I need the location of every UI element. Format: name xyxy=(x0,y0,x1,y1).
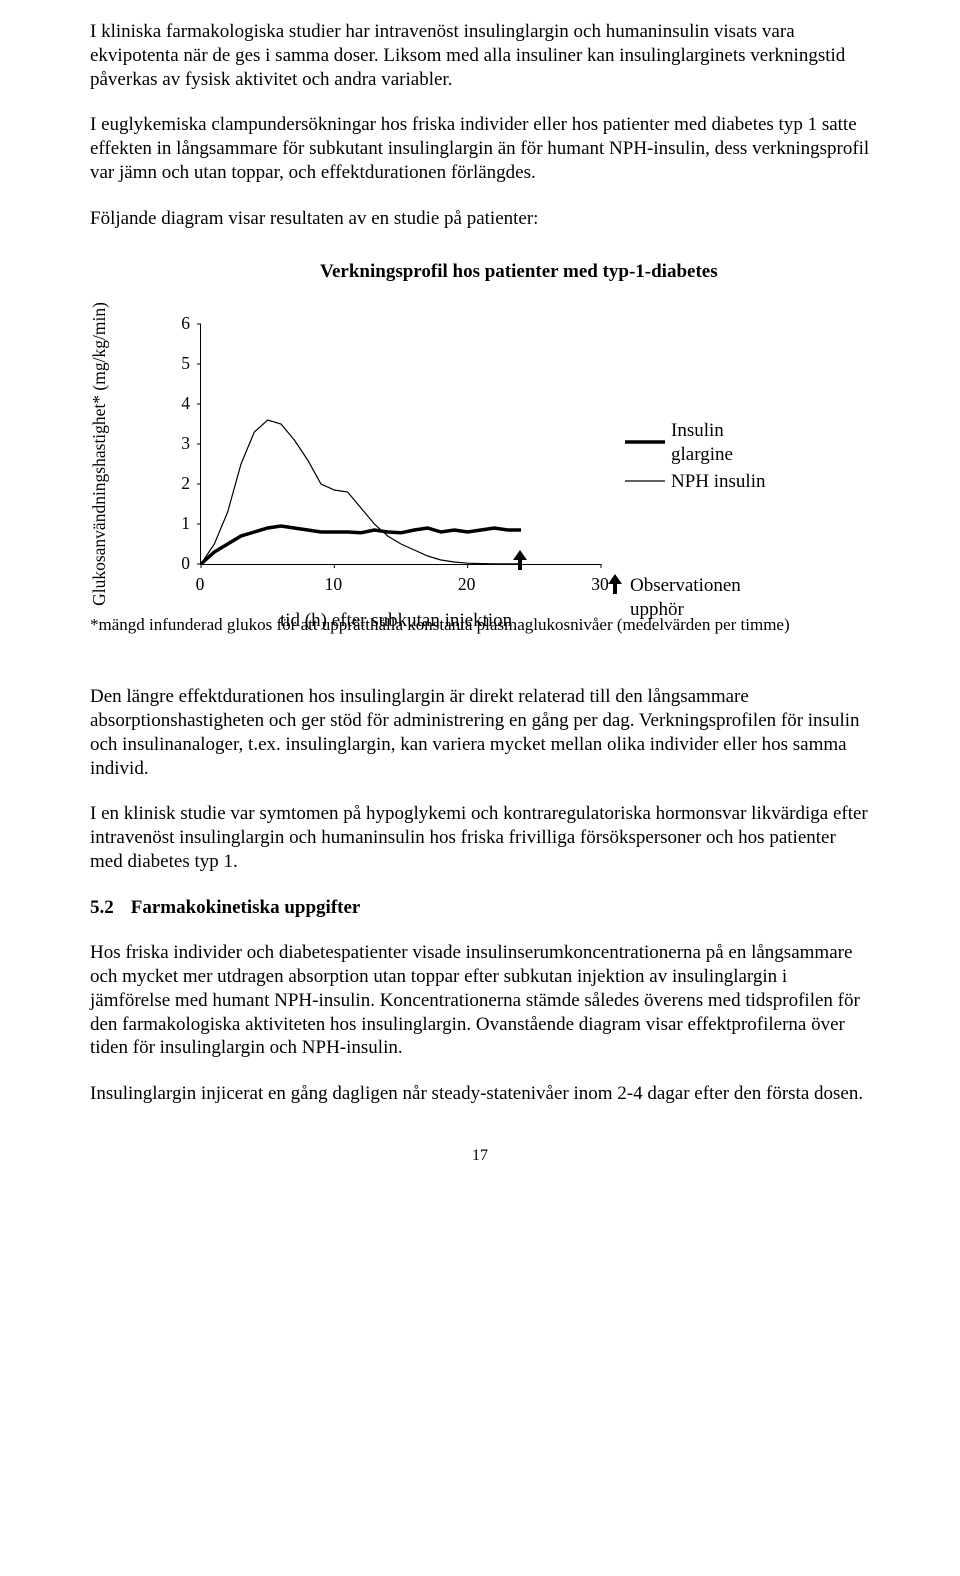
observation-label: Observationen upphör xyxy=(630,574,741,622)
legend-item-glargine: Insulin glargine xyxy=(625,419,790,467)
series-glargine xyxy=(201,526,521,564)
ytick-label: 6 xyxy=(160,313,190,335)
paragraph-7: Insulinglargin injicerat en gång daglige… xyxy=(90,1082,870,1106)
yaxis-label: Glukosanvändningshastighet* (mg/kg/min) xyxy=(89,302,111,606)
observation-arrow-icon xyxy=(513,550,527,587)
section-heading: 5.2 Farmakokinetiska uppgifter xyxy=(90,896,870,920)
document-page: I kliniska farmakologiska studier har in… xyxy=(0,0,960,1576)
chart-area: Glukosanvändningshastighet* (mg/kg/min) … xyxy=(150,324,790,584)
xtick-label: 30 xyxy=(591,574,609,596)
xtick-label: 0 xyxy=(196,574,205,596)
paragraph-5: I en klinisk studie var symtomen på hypo… xyxy=(90,802,870,873)
chart-block: Verkningsprofil hos patienter med typ-1-… xyxy=(320,260,870,584)
section-title: Farmakokinetiska uppgifter xyxy=(131,897,361,918)
ytick-label: 1 xyxy=(160,513,190,535)
series-nph xyxy=(201,420,521,564)
ytick-label: 4 xyxy=(160,393,190,415)
legend-label-glargine: Insulin glargine xyxy=(671,419,790,467)
paragraph-6: Hos friska individer och diabetespatient… xyxy=(90,941,870,1060)
paragraph-1: I kliniska farmakologiska studier har in… xyxy=(90,20,870,91)
xtick-label: 10 xyxy=(325,574,343,596)
paragraph-2: I euglykemiska clampundersökningar hos f… xyxy=(90,113,870,184)
ytick-label: 0 xyxy=(160,553,190,575)
legend-item-nph: NPH insulin xyxy=(625,470,790,494)
chart-plot xyxy=(200,324,601,565)
legend-label-nph: NPH insulin xyxy=(671,470,766,494)
ytick-label: 5 xyxy=(160,353,190,375)
legend-swatch-glargine xyxy=(625,431,665,455)
chart-title: Verkningsprofil hos patienter med typ-1-… xyxy=(320,260,870,284)
ytick-label: 3 xyxy=(160,433,190,455)
chart-legend: Insulin glargine NPH insulin xyxy=(625,419,790,496)
xaxis-label: tid (h) efter subkutan injektion xyxy=(280,609,512,633)
paragraph-4: Den längre effektdurationen hos insuling… xyxy=(90,685,870,780)
paragraph-3: Följande diagram visar resultaten av en … xyxy=(90,207,870,231)
legend-swatch-nph xyxy=(625,470,665,494)
xtick-label: 20 xyxy=(458,574,476,596)
ytick-label: 2 xyxy=(160,473,190,495)
section-number: 5.2 xyxy=(90,896,126,920)
page-number: 17 xyxy=(90,1146,870,1166)
